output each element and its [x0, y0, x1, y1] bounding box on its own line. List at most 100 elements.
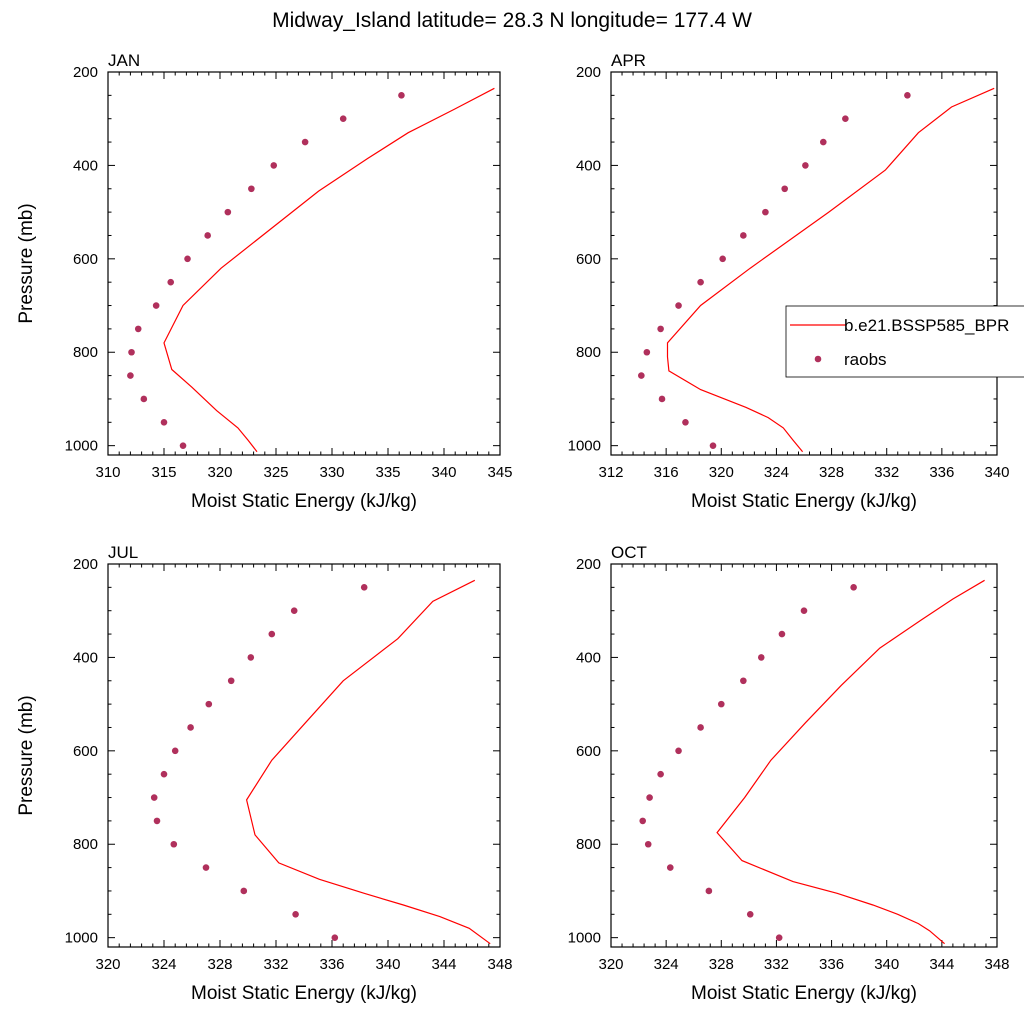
raobs-point	[682, 419, 689, 426]
raobs-point	[762, 208, 769, 216]
x-tick-label: 315	[151, 464, 176, 481]
plot-frame	[610, 71, 998, 456]
y-tick-label: 600	[73, 743, 98, 760]
y-axis-label: Pressure (mb)	[16, 203, 37, 323]
raobs-point	[850, 584, 857, 591]
raobs-point	[697, 724, 704, 731]
raobs-point	[184, 255, 191, 263]
x-tick-label: 332	[874, 464, 899, 481]
legend-obs-label: raobs	[844, 350, 887, 369]
raobs-point	[675, 747, 682, 755]
raobs-point	[292, 911, 299, 918]
x-tick-label: 310	[95, 464, 120, 481]
raobs-point	[360, 584, 368, 591]
raobs-point	[204, 232, 211, 239]
x-tick-label: 328	[207, 956, 232, 973]
raobs-point	[170, 840, 178, 848]
x-tick-label: 324	[654, 956, 679, 973]
raobs-point	[127, 372, 134, 379]
x-tick-label: 324	[764, 464, 789, 481]
y-tick-label: 800	[576, 344, 601, 361]
raobs-point	[644, 840, 652, 848]
x-tick-label: 336	[929, 464, 954, 481]
x-tick-label: 316	[654, 464, 679, 481]
x-tick-label: 344	[431, 956, 456, 973]
x-axis-label: Moist Static Energy (kJ/kg)	[191, 983, 417, 1004]
panel-label: JUL	[108, 543, 138, 562]
raobs-point	[331, 934, 339, 941]
plot-frame	[107, 563, 501, 948]
raobs-point	[657, 770, 664, 778]
x-tick-label: 336	[319, 956, 344, 973]
x-tick-label: 328	[819, 464, 844, 481]
x-tick-label: 328	[709, 956, 734, 973]
raobs-point	[675, 302, 682, 309]
y-tick-label: 800	[73, 344, 98, 361]
raobs-point	[775, 934, 783, 941]
figure-title: Midway_Island latitude= 28.3 N longitude…	[272, 9, 752, 32]
raobs-point	[140, 395, 148, 403]
x-tick-label: 348	[487, 956, 512, 973]
raobs-point	[150, 794, 158, 801]
data-layer	[639, 579, 985, 945]
raobs-point	[719, 255, 726, 263]
legend-model-label: b.e21.BSSP585_BPR	[844, 316, 1009, 335]
x-tick-label: 340	[375, 956, 400, 973]
x-tick-label: 330	[319, 464, 344, 481]
model-series-line	[163, 87, 495, 453]
x-tick-label: 340	[874, 956, 899, 973]
raobs-point	[290, 607, 298, 615]
raobs-point	[740, 677, 747, 685]
y-tick-label: 800	[576, 836, 601, 853]
raobs-point	[639, 817, 647, 825]
raobs-point	[167, 278, 175, 286]
panel-jul: 320 324 328 332 336 340 344 348 200 400 600 800 1000…	[16, 543, 513, 1004]
x-tick-label: 335	[375, 464, 400, 481]
x-tick-label: 336	[819, 956, 844, 973]
panels: 310 315 320 325 330 335 340 345 200 400 600 800 1000…	[16, 51, 1024, 1004]
raobs-point	[339, 115, 347, 123]
raobs-point	[205, 700, 213, 708]
x-tick-label: 324	[151, 956, 176, 973]
legend-obs-swatch	[814, 355, 822, 363]
model-series-line	[666, 87, 995, 453]
data-layer	[150, 579, 491, 945]
raobs-point	[152, 302, 160, 309]
x-axis-label: Moist Static Energy (kJ/kg)	[191, 491, 417, 512]
raobs-point	[202, 864, 210, 871]
raobs-point	[800, 607, 808, 615]
y-tick-label: 400	[576, 157, 601, 174]
x-tick-label: 320	[598, 956, 623, 973]
raobs-point	[778, 630, 786, 638]
x-tick-label: 345	[487, 464, 512, 481]
raobs-point	[398, 92, 405, 99]
raobs-point	[820, 138, 827, 146]
raobs-point	[227, 677, 235, 685]
panel-oct: 320 324 328 332 336 340 344 348 200 400 600 800 1000…	[568, 543, 1010, 1004]
x-tick-label: 344	[929, 956, 954, 973]
y-tick-label: 600	[576, 251, 601, 268]
y-tick-label: 600	[73, 251, 98, 268]
y-tick-label: 200	[73, 556, 98, 573]
x-tick-label: 320	[709, 464, 734, 481]
raobs-point	[160, 770, 168, 778]
x-tick-label: 320	[207, 464, 232, 481]
raobs-point	[179, 442, 187, 449]
panel-jan: 310 315 320 325 330 335 340 345 200 400 600 800 1000…	[16, 51, 513, 512]
raobs-point	[709, 442, 717, 449]
y-axis-label: Pressure (mb)	[16, 695, 37, 815]
panel-label: OCT	[611, 543, 647, 562]
y-tick-label: 800	[73, 836, 98, 853]
raobs-point	[697, 278, 704, 286]
raobs-point	[224, 208, 232, 216]
y-tick-label: 200	[73, 64, 98, 81]
y-tick-label: 1000	[65, 438, 98, 455]
raobs-point	[643, 348, 651, 356]
raobs-point	[240, 887, 248, 895]
model-series-line	[716, 579, 985, 945]
raobs-point	[268, 630, 276, 638]
legend-box	[785, 305, 1024, 378]
raobs-point	[171, 747, 179, 755]
panel-label: APR	[611, 51, 646, 70]
x-tick-label: 332	[263, 956, 288, 973]
